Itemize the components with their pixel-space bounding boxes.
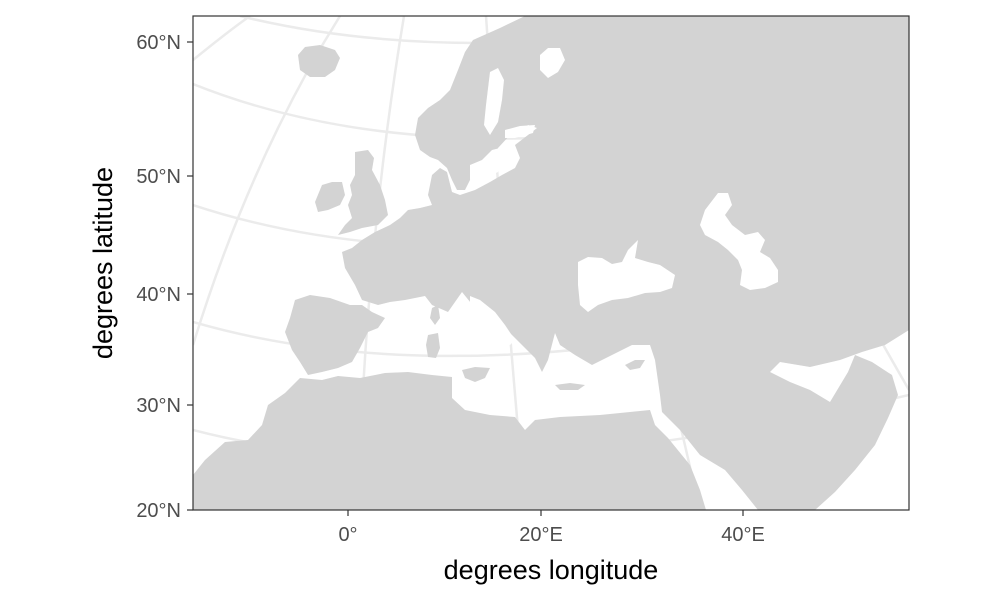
white-sea [540,48,565,78]
x-axis: 0° 20°E 40°E [338,510,765,546]
y-tick-label: 40°N [136,284,181,306]
gulf-of-bothnia [484,68,504,135]
y-axis-title: degrees latitude [88,167,118,359]
y-axis: 60°N 50°N 40°N 30°N 20°N [136,32,193,522]
inland-waters [470,48,778,345]
black-sea [578,240,675,312]
landmass-iberia [285,295,385,375]
landmass-africa [193,372,706,510]
landmass-sardinia [426,333,440,358]
y-tick-label: 30°N [136,395,181,417]
landmass-crete [555,383,585,390]
panel-border [192,15,910,511]
y-tick-label: 50°N [136,166,181,188]
caspian-sea [700,193,778,290]
graticule-meridian [193,16,251,61]
gulf-of-finland [505,125,535,138]
baltic-sea [470,148,504,180]
adriatic-sea [470,296,515,345]
landmass-iceland [298,45,340,77]
landmass-sicily [462,367,490,382]
landmass-great-britain [338,150,388,235]
x-tick-label: 40°E [721,524,765,546]
x-tick-label: 0° [338,524,357,546]
landmass-ireland [315,182,345,212]
map-panel [192,15,910,511]
x-tick-label: 20°E [519,524,563,546]
y-tick-label: 60°N [136,32,181,54]
landmass-corsica [430,305,440,325]
landmass-cyprus [625,360,645,370]
x-axis-title: degrees longitude [444,555,659,585]
y-tick-label: 20°N [136,500,181,522]
